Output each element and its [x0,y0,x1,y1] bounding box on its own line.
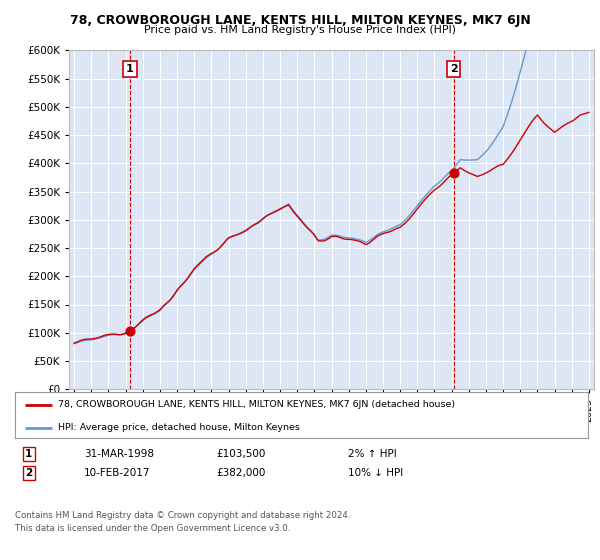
Text: 10-FEB-2017: 10-FEB-2017 [84,468,151,478]
Text: 2: 2 [450,64,458,74]
Text: HPI: Average price, detached house, Milton Keynes: HPI: Average price, detached house, Milt… [58,423,300,432]
Text: 78, CROWBOROUGH LANE, KENTS HILL, MILTON KEYNES, MK7 6JN (detached house): 78, CROWBOROUGH LANE, KENTS HILL, MILTON… [58,400,455,409]
Text: 2% ↑ HPI: 2% ↑ HPI [348,449,397,459]
Text: 1: 1 [25,449,32,459]
Text: 10% ↓ HPI: 10% ↓ HPI [348,468,403,478]
Text: £382,000: £382,000 [216,468,265,478]
Text: 2: 2 [25,468,32,478]
Text: 31-MAR-1998: 31-MAR-1998 [84,449,154,459]
Text: 78, CROWBOROUGH LANE, KENTS HILL, MILTON KEYNES, MK7 6JN: 78, CROWBOROUGH LANE, KENTS HILL, MILTON… [70,14,530,27]
Point [449,169,458,178]
Text: Contains HM Land Registry data © Crown copyright and database right 2024.
This d: Contains HM Land Registry data © Crown c… [15,511,350,533]
Text: 1: 1 [126,64,134,74]
Text: £103,500: £103,500 [216,449,265,459]
Text: Price paid vs. HM Land Registry's House Price Index (HPI): Price paid vs. HM Land Registry's House … [144,25,456,35]
Point [125,326,135,335]
